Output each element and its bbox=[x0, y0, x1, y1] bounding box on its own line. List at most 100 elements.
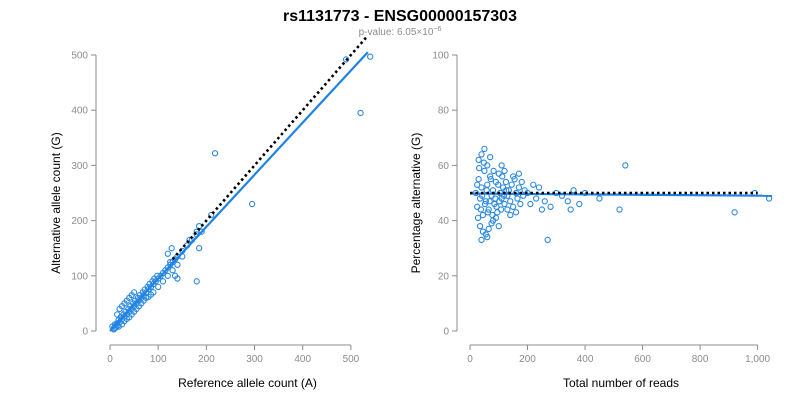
x-tick-label: 500 bbox=[343, 354, 360, 365]
y-tick-label: 300 bbox=[71, 161, 88, 172]
data-point bbox=[564, 198, 571, 205]
data-point bbox=[547, 203, 554, 210]
p-value-text: p-value: 6.05×10 bbox=[359, 27, 434, 38]
data-point bbox=[486, 153, 494, 161]
x-tick-label: 200 bbox=[519, 354, 536, 365]
data-point bbox=[484, 209, 491, 216]
data-point bbox=[481, 145, 488, 152]
data-point bbox=[509, 173, 517, 180]
x-tick-label: 0 bbox=[467, 354, 473, 365]
chart-subtitle: p-value: 6.05×10−6 bbox=[359, 26, 442, 38]
data-point bbox=[484, 234, 491, 241]
data-point bbox=[496, 198, 503, 205]
data-point bbox=[174, 275, 181, 282]
data-point bbox=[495, 170, 502, 177]
data-point bbox=[485, 225, 492, 233]
data-point bbox=[186, 236, 193, 244]
data-point bbox=[211, 150, 219, 157]
chart-title: rs1131773 - ENSG00000157303 bbox=[283, 8, 517, 25]
reference-line bbox=[171, 34, 369, 261]
data-point bbox=[490, 167, 497, 175]
data-point bbox=[248, 200, 256, 208]
data-point bbox=[596, 195, 603, 202]
y-tick-label: 100 bbox=[432, 51, 449, 62]
y-tick-label: 0 bbox=[82, 327, 88, 338]
data-point bbox=[476, 165, 483, 172]
data-point bbox=[357, 109, 364, 117]
data-point bbox=[155, 283, 162, 290]
data-point bbox=[498, 162, 505, 169]
data-point bbox=[527, 200, 534, 208]
data-point bbox=[479, 211, 487, 219]
data-point bbox=[507, 211, 514, 219]
y-tick-label: 60 bbox=[438, 161, 450, 172]
data-point bbox=[576, 200, 583, 208]
data-point bbox=[495, 222, 502, 230]
y-tick-label: 500 bbox=[71, 51, 88, 62]
data-point bbox=[159, 278, 167, 285]
data-point bbox=[481, 167, 488, 175]
data-point bbox=[499, 173, 506, 180]
data-point bbox=[515, 184, 523, 191]
data-point bbox=[541, 198, 548, 205]
data-point bbox=[481, 200, 489, 208]
data-point bbox=[535, 184, 543, 191]
data-point bbox=[478, 184, 485, 191]
data-point bbox=[193, 278, 200, 285]
data-point bbox=[508, 181, 515, 188]
data-point bbox=[484, 162, 491, 169]
y-axis-label: Percentage alternative (G) bbox=[409, 133, 423, 274]
data-point bbox=[509, 203, 517, 210]
x-tick-label: 800 bbox=[692, 354, 709, 365]
data-point bbox=[515, 170, 523, 177]
data-point bbox=[622, 162, 629, 169]
data-point bbox=[486, 198, 493, 205]
data-point bbox=[567, 206, 574, 213]
x-tick-label: 200 bbox=[198, 354, 215, 365]
data-point bbox=[169, 267, 176, 274]
data-point bbox=[174, 261, 181, 268]
data-point bbox=[533, 195, 540, 202]
regression-line bbox=[109, 51, 369, 332]
y-tick-label: 20 bbox=[438, 271, 450, 282]
data-point bbox=[502, 178, 510, 186]
data-point bbox=[208, 211, 215, 219]
data-point bbox=[544, 236, 551, 244]
data-point bbox=[484, 181, 491, 188]
data-point bbox=[475, 156, 482, 164]
data-point bbox=[512, 209, 520, 216]
data-point bbox=[530, 181, 537, 188]
data-point bbox=[193, 228, 200, 235]
x-tick-label: 600 bbox=[634, 354, 651, 365]
y-tick-label: 0 bbox=[443, 327, 449, 338]
data-point bbox=[570, 187, 577, 194]
x-tick-label: 0 bbox=[107, 354, 113, 365]
data-point bbox=[493, 203, 500, 210]
data-point bbox=[486, 173, 494, 180]
data-point bbox=[489, 211, 496, 219]
data-point bbox=[114, 311, 121, 318]
data-point bbox=[474, 214, 482, 221]
y-tick-label: 100 bbox=[71, 271, 88, 282]
data-point bbox=[164, 272, 171, 279]
data-point bbox=[164, 250, 171, 257]
data-point bbox=[477, 206, 485, 213]
data-point bbox=[475, 176, 482, 183]
data-point bbox=[478, 151, 485, 158]
data-point bbox=[476, 222, 484, 230]
data-point bbox=[195, 245, 203, 252]
right-panel-scatter: 0 20 40 60 80 100 0 200 400 600 800 1,000 Total numb… bbox=[409, 51, 773, 390]
data-point bbox=[195, 222, 203, 230]
data-point bbox=[130, 289, 138, 296]
p-value-exponent: −6 bbox=[433, 26, 441, 33]
data-point bbox=[501, 200, 508, 208]
data-point bbox=[517, 200, 524, 208]
y-tick-label: 40 bbox=[438, 216, 450, 227]
y-tick-label: 80 bbox=[438, 106, 450, 117]
y-tick-label: 200 bbox=[71, 216, 88, 227]
data-point bbox=[497, 206, 505, 213]
data-point bbox=[514, 195, 521, 202]
data-point bbox=[168, 245, 175, 252]
x-axis-label: Reference allele count (A) bbox=[178, 376, 317, 390]
